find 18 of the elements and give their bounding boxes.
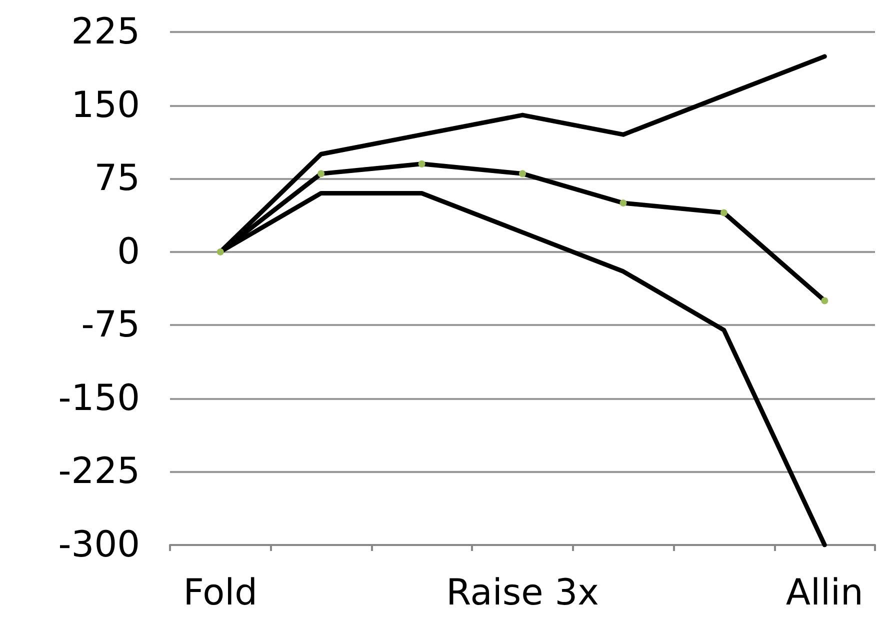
y-tick-label: 0 [117,231,140,272]
x-tick-label: Fold [183,572,258,614]
point [720,209,728,216]
y-tick-label: 225 [71,12,140,52]
y-tick-label: -300 [58,524,140,566]
x-tick-label: Raise 3x [446,572,599,614]
y-tick-label: 150 [71,84,140,126]
point [821,297,828,304]
x-tick-label: Allin [786,572,864,614]
point [418,160,426,168]
y-tick-label: 75 [94,158,140,200]
point [216,248,224,256]
y-tick-label: -75 [81,304,140,346]
y-tick-label: -225 [58,451,140,492]
point [318,170,325,178]
point [519,170,526,178]
y-tick-label: -150 [58,378,140,419]
point [620,200,627,206]
